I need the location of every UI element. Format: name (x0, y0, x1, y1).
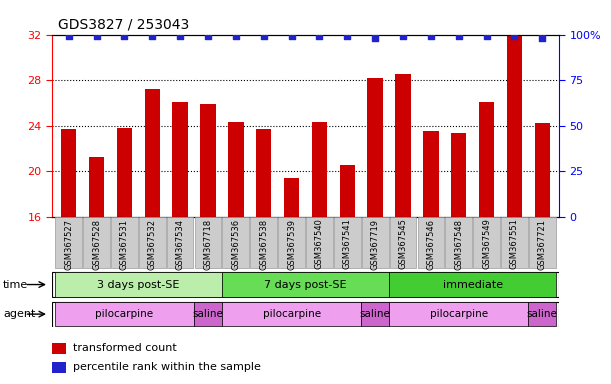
Text: GSM367541: GSM367541 (343, 218, 352, 270)
Text: GSM367551: GSM367551 (510, 218, 519, 270)
Text: GDS3827 / 253043: GDS3827 / 253043 (58, 17, 189, 31)
Point (315, 33, 324, 40)
Bar (200, 104, 216, 217)
FancyBboxPatch shape (334, 217, 360, 268)
FancyBboxPatch shape (55, 302, 194, 326)
Text: saline: saline (360, 309, 390, 319)
Text: GSM367531: GSM367531 (120, 218, 129, 270)
Text: GSM367539: GSM367539 (287, 218, 296, 270)
FancyBboxPatch shape (222, 302, 361, 326)
Text: immediate: immediate (442, 280, 503, 290)
Point (426, 33, 436, 40)
FancyBboxPatch shape (306, 217, 333, 268)
Bar (340, 164, 355, 217)
FancyBboxPatch shape (194, 302, 222, 326)
FancyBboxPatch shape (389, 302, 529, 326)
FancyBboxPatch shape (222, 217, 249, 268)
Text: GSM367721: GSM367721 (538, 218, 547, 270)
Text: GSM367719: GSM367719 (371, 218, 379, 270)
Bar (507, 35, 522, 217)
FancyBboxPatch shape (52, 301, 559, 327)
FancyBboxPatch shape (474, 217, 500, 268)
FancyBboxPatch shape (83, 217, 110, 268)
Bar (117, 128, 132, 217)
Point (481, 33, 491, 40)
Bar (89, 157, 104, 217)
FancyBboxPatch shape (529, 302, 556, 326)
FancyBboxPatch shape (501, 217, 528, 268)
Text: pilocarpine: pilocarpine (430, 309, 488, 319)
FancyBboxPatch shape (251, 217, 277, 268)
Bar (52, 362, 65, 373)
Text: transformed count: transformed count (73, 343, 177, 353)
Bar (423, 131, 439, 217)
Bar (145, 89, 160, 217)
Bar (172, 102, 188, 217)
Text: GSM367538: GSM367538 (259, 218, 268, 270)
Text: GSM367545: GSM367545 (398, 218, 408, 270)
Text: time: time (3, 280, 28, 290)
FancyBboxPatch shape (278, 217, 305, 268)
Text: pilocarpine: pilocarpine (263, 309, 321, 319)
FancyBboxPatch shape (445, 217, 472, 268)
Text: GSM367546: GSM367546 (426, 218, 436, 270)
Point (342, 33, 352, 40)
Point (454, 33, 464, 40)
Text: GSM367718: GSM367718 (203, 218, 213, 270)
Point (231, 33, 241, 40)
Text: GSM367534: GSM367534 (175, 218, 185, 270)
Point (538, 35, 547, 41)
Text: percentile rank within the sample: percentile rank within the sample (73, 362, 261, 372)
Text: GSM367549: GSM367549 (482, 218, 491, 270)
Bar (367, 78, 383, 217)
Bar (312, 122, 327, 217)
Text: 7 days post-SE: 7 days post-SE (264, 280, 347, 290)
Point (370, 35, 380, 41)
Point (287, 33, 296, 40)
Point (203, 33, 213, 40)
FancyBboxPatch shape (417, 217, 444, 268)
Bar (395, 74, 411, 217)
FancyBboxPatch shape (167, 217, 194, 268)
Bar (479, 102, 494, 217)
Point (92, 33, 101, 40)
FancyBboxPatch shape (389, 272, 556, 297)
FancyBboxPatch shape (194, 217, 221, 268)
FancyBboxPatch shape (52, 272, 559, 297)
Bar (284, 178, 299, 217)
FancyBboxPatch shape (111, 217, 137, 268)
FancyBboxPatch shape (139, 217, 166, 268)
Point (259, 33, 269, 40)
Point (147, 33, 157, 40)
FancyBboxPatch shape (529, 217, 556, 268)
Bar (228, 122, 244, 217)
FancyBboxPatch shape (390, 217, 417, 268)
Bar (535, 124, 550, 217)
Text: GSM367536: GSM367536 (232, 218, 240, 270)
Text: GSM367540: GSM367540 (315, 218, 324, 270)
Point (120, 33, 130, 40)
Text: saline: saline (192, 309, 224, 319)
Bar (256, 129, 271, 217)
Point (510, 33, 519, 40)
FancyBboxPatch shape (361, 302, 389, 326)
Point (175, 33, 185, 40)
Bar (52, 343, 65, 354)
Point (398, 33, 408, 40)
FancyBboxPatch shape (55, 217, 82, 268)
FancyBboxPatch shape (362, 217, 389, 268)
Text: GSM367532: GSM367532 (148, 218, 157, 270)
Text: GSM367527: GSM367527 (64, 218, 73, 270)
FancyBboxPatch shape (222, 272, 389, 297)
Point (64, 33, 73, 40)
Bar (451, 132, 466, 217)
Text: 3 days post-SE: 3 days post-SE (97, 280, 180, 290)
Text: saline: saline (527, 309, 558, 319)
FancyBboxPatch shape (55, 272, 222, 297)
Text: GSM367548: GSM367548 (454, 218, 463, 270)
Text: agent: agent (3, 309, 35, 319)
Text: pilocarpine: pilocarpine (95, 309, 153, 319)
Text: GSM367528: GSM367528 (92, 218, 101, 270)
Bar (61, 129, 76, 217)
